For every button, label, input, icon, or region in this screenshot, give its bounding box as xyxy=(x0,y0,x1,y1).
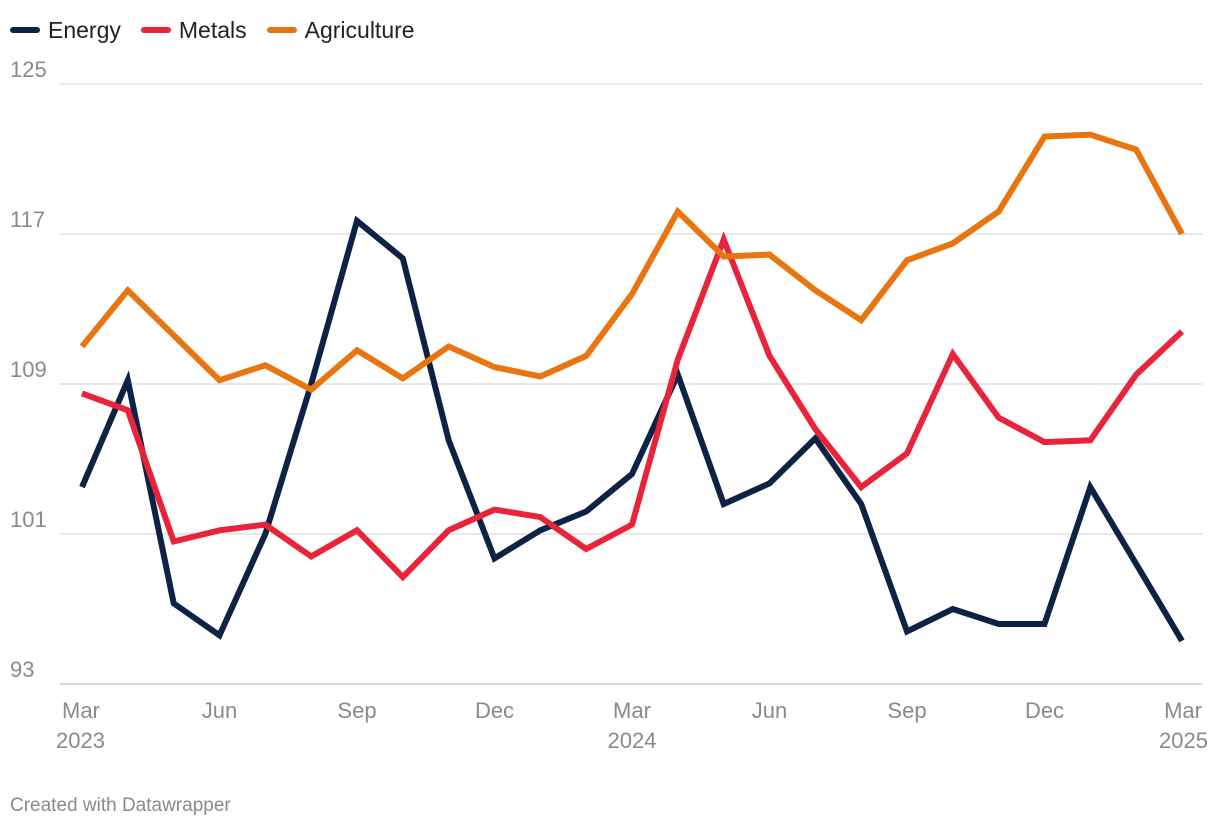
series-line-metals xyxy=(80,231,1185,582)
legend-label-metals: Metals xyxy=(178,16,247,43)
legend-item-metals[interactable]: Metals xyxy=(140,16,247,44)
series-line-agriculture xyxy=(79,131,1185,394)
x-tick-year-2024: 2024 xyxy=(608,728,657,753)
y-tick-label-93: 93 xyxy=(10,657,34,682)
y-tick-label-125: 125 xyxy=(10,57,47,82)
y-tick-label-109: 109 xyxy=(10,357,47,382)
x-tick-label-mar-0: Mar xyxy=(62,698,100,723)
x-tick-label-dec-9: Dec xyxy=(475,698,514,723)
x-tick-year-2023: 2023 xyxy=(56,728,105,753)
legend-swatch-metals xyxy=(140,27,171,33)
series-line-energy xyxy=(79,215,1185,643)
legend-swatch-agriculture xyxy=(266,27,297,33)
x-tick-label-mar-12: Mar xyxy=(613,698,651,723)
credit-footer: Created with Datawrapper xyxy=(10,795,231,816)
y-tick-label-101: 101 xyxy=(10,507,47,532)
x-tick-label-dec-21: Dec xyxy=(1025,698,1064,723)
x-tick-label-jun-15: Jun xyxy=(752,698,787,723)
x-tick-year-2025: 2025 xyxy=(1159,728,1208,753)
legend: Energy Metals Agriculture xyxy=(10,14,415,46)
legend-swatch-energy xyxy=(10,27,40,33)
x-tick-label-sep-6: Sep xyxy=(337,698,376,723)
x-tick-label-sep-18: Sep xyxy=(887,698,926,723)
x-tick-label-mar-24: Mar xyxy=(1164,698,1202,723)
y-tick-label-117: 117 xyxy=(10,207,45,232)
x-tick-label-jun-3: Jun xyxy=(202,698,237,723)
legend-item-agriculture[interactable]: Agriculture xyxy=(266,16,415,44)
legend-label-agriculture: Agriculture xyxy=(304,16,415,43)
legend-item-energy[interactable]: Energy xyxy=(10,17,121,44)
legend-label-energy: Energy xyxy=(48,16,121,43)
